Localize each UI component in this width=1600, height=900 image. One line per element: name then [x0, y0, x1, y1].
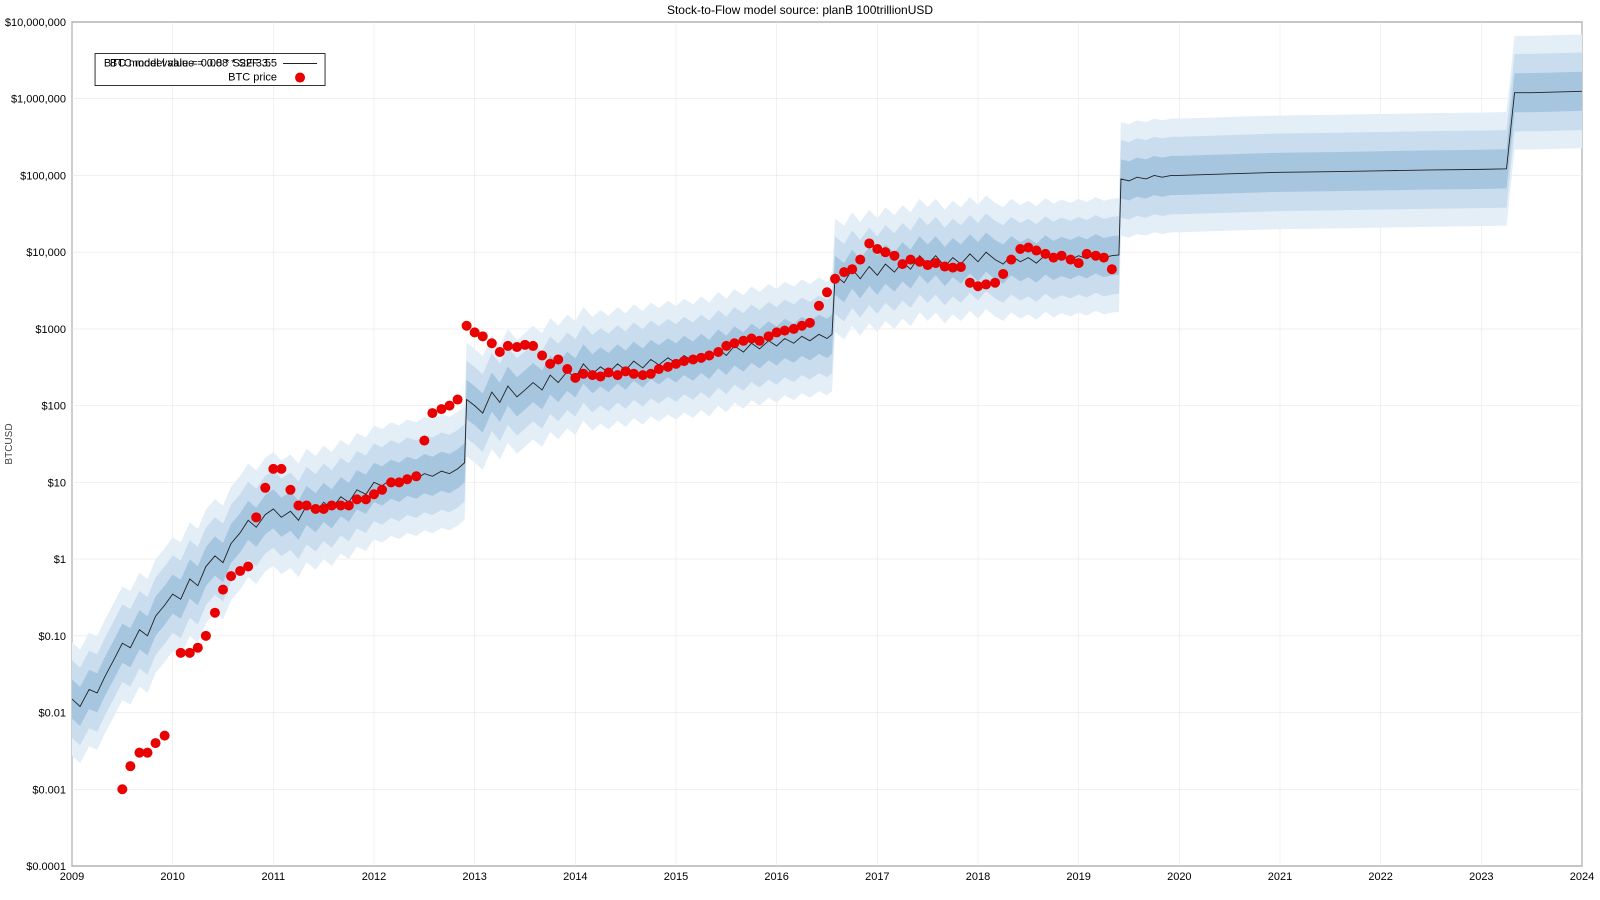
svg-text:$1,000,000: $1,000,000 — [11, 94, 66, 106]
svg-text:2012: 2012 — [362, 871, 386, 883]
svg-text:$0.001: $0.001 — [32, 784, 66, 796]
svg-text:2018: 2018 — [966, 871, 990, 883]
svg-text:$1: $1 — [54, 554, 66, 566]
svg-text:$10,000,000: $10,000,000 — [5, 17, 66, 29]
svg-text:2013: 2013 — [462, 871, 486, 883]
svg-text:2010: 2010 — [160, 871, 184, 883]
svg-text:$0.0001: $0.0001 — [26, 861, 66, 873]
svg-text:2023: 2023 — [1469, 871, 1493, 883]
svg-text:2019: 2019 — [1066, 871, 1090, 883]
svg-text:$0.10: $0.10 — [38, 631, 66, 643]
svg-text:$10,000: $10,000 — [26, 247, 66, 259]
svg-text:2011: 2011 — [262, 871, 286, 883]
chart-title: Stock-to-Flow model source: planB 100tri… — [667, 3, 933, 17]
svg-text:BTC model value = 0.08 * S2F: BTC model value = 0.08 * S2F 3.5 — [104, 58, 271, 70]
svg-text:$100: $100 — [42, 401, 66, 413]
svg-text:2020: 2020 — [1167, 871, 1191, 883]
svg-text:2024: 2024 — [1570, 871, 1594, 883]
svg-text:BTC price: BTC price — [228, 72, 277, 84]
svg-text:$10: $10 — [48, 477, 66, 489]
svg-text:2014: 2014 — [563, 871, 587, 883]
y-axis-label: BTCUSD — [4, 423, 15, 464]
svg-text:$0.01: $0.01 — [38, 708, 66, 720]
svg-text:$100,000: $100,000 — [20, 170, 66, 182]
svg-text:2017: 2017 — [865, 871, 889, 883]
svg-text:2022: 2022 — [1368, 871, 1392, 883]
svg-text:2015: 2015 — [664, 871, 688, 883]
svg-text:2016: 2016 — [764, 871, 788, 883]
svg-text:2021: 2021 — [1268, 871, 1292, 883]
chart-container: 2009201020112012201320142015201620172018… — [0, 0, 1600, 900]
chart-svg: 2009201020112012201320142015201620172018… — [0, 0, 1600, 900]
svg-text:$1000: $1000 — [35, 324, 66, 336]
